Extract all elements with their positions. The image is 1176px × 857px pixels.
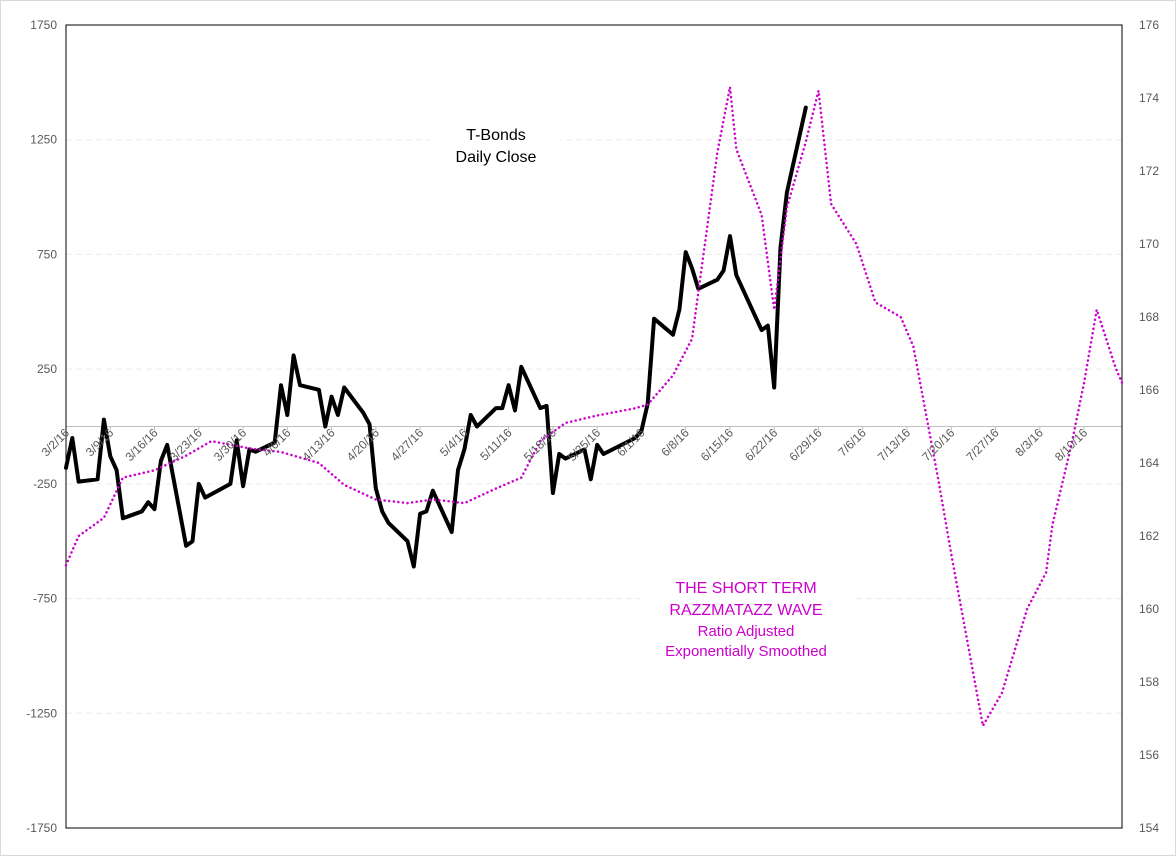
wave-annotation-line-1: THE SHORT TERM [675,580,817,597]
wave-annotation-line-3: Ratio Adjusted [697,623,795,640]
left-tick-label-7: -1750 [26,821,57,835]
x-date-label-22: 8/3/16 [1012,425,1046,459]
x-date-label-21: 7/27/16 [963,425,1001,463]
left-tick-label-5: -750 [33,592,57,606]
right-tick-label-6: 164 [1139,456,1159,470]
right-tick-label-8: 160 [1139,602,1159,616]
x-date-label-20: 7/20/16 [919,425,957,463]
x-date-label-4: 3/30/16 [211,425,249,463]
x-date-label-17: 6/29/16 [786,425,824,463]
right-tick-label-10: 156 [1139,748,1159,762]
left-tick-label-6: -1250 [26,706,57,720]
x-date-label-18: 7/6/16 [835,425,869,459]
x-date-label-23: 8/10/16 [1052,425,1090,463]
left-tick-label-2: 750 [37,247,57,261]
x-date-label-6: 4/13/16 [299,425,337,463]
x-date-label-15: 6/15/16 [698,425,736,463]
x-date-label-7: 4/20/16 [344,425,382,463]
right-tick-label-3: 170 [1139,237,1159,251]
tbonds-series-line [64,105,808,569]
wave-series-line [64,85,1124,728]
right-tick-label-5: 166 [1139,383,1159,397]
left-tick-label-1: 1250 [30,133,57,147]
tbonds-annotation: T-Bonds Daily Close [431,125,561,169]
left-tick-label-0: 1750 [30,18,57,32]
tbonds-annotation-line-2: Daily Close [455,149,537,166]
right-tick-label-1: 174 [1139,91,1159,105]
left-tick-label-4: -250 [33,477,57,491]
x-date-label-3: 3/23/16 [167,425,205,463]
right-tick-label-0: 176 [1139,18,1159,32]
x-date-label-8: 4/27/16 [388,425,426,463]
left-tick-label-3: 250 [37,362,57,376]
wave-annotation-line-2: RAZZMATAZZ WAVE [669,602,823,619]
right-tick-label-11: 154 [1139,821,1159,835]
right-tick-label-7: 162 [1139,529,1159,543]
x-date-label-11: 5/18/16 [521,425,559,463]
right-tick-label-4: 168 [1139,310,1159,324]
x-date-label-14: 6/8/16 [658,425,692,459]
x-date-label-16: 6/22/16 [742,425,780,463]
right-tick-label-9: 158 [1139,675,1159,689]
x-date-label-2: 3/16/16 [122,425,160,463]
x-date-label-19: 7/13/16 [875,425,913,463]
tbonds-annotation-line-1: T-Bonds [466,127,526,144]
right-tick-label-2: 172 [1139,164,1159,178]
wave-annotation-line-4: Exponentially Smoothed [665,643,827,660]
plot-area-border [65,24,1123,829]
x-date-label-10: 5/11/16 [477,425,515,463]
wave-annotation: THE SHORT TERM RAZZMATAZZ WAVE Ratio Adj… [641,578,851,662]
